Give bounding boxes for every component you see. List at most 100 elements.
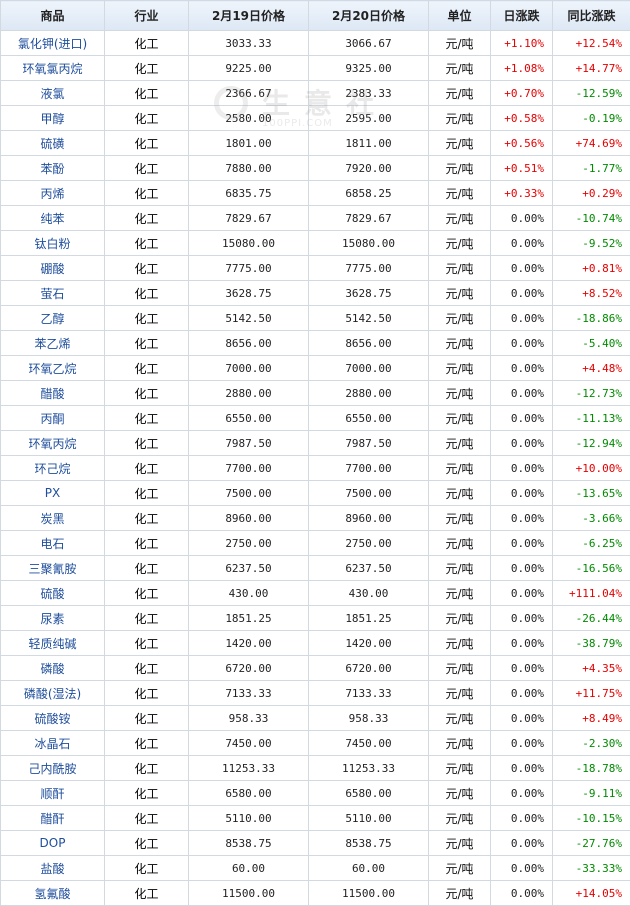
product-name[interactable]: 醋酸 — [0, 380, 105, 406]
price-feb20-cell: 8538.75 — [308, 830, 429, 856]
industry-cell: 化工 — [104, 255, 189, 281]
price-feb19-cell: 9225.00 — [188, 55, 309, 81]
daily-change-cell: 0.00% — [490, 330, 553, 356]
price-feb20-cell: 2880.00 — [308, 380, 429, 406]
product-name[interactable]: 轻质纯碱 — [0, 630, 105, 656]
table-row: 醋酸 化工 2880.00 2880.00 元/吨 0.00% -12.73% — [0, 380, 630, 406]
product-name[interactable]: 环氧氯丙烷 — [0, 55, 105, 81]
product-name[interactable]: 顺酐 — [0, 780, 105, 806]
industry-cell: 化工 — [104, 80, 189, 106]
product-name[interactable]: 丙烯 — [0, 180, 105, 206]
header-row: 商品 行业 2月19日价格 2月20日价格 单位 日涨跌 同比涨跌 — [0, 0, 630, 31]
product-name[interactable]: 甲醇 — [0, 105, 105, 131]
unit-cell: 元/吨 — [428, 30, 491, 56]
yoy-change-cell: -13.65% — [552, 480, 630, 506]
unit-cell: 元/吨 — [428, 130, 491, 156]
daily-change-cell: 0.00% — [490, 255, 553, 281]
yoy-change-cell: +8.52% — [552, 280, 630, 306]
yoy-change-cell: -2.30% — [552, 730, 630, 756]
daily-change-cell: 0.00% — [490, 280, 553, 306]
industry-cell: 化工 — [104, 605, 189, 631]
product-name[interactable]: 硫磺 — [0, 130, 105, 156]
price-feb19-cell: 5142.50 — [188, 305, 309, 331]
product-name[interactable]: 炭黑 — [0, 505, 105, 531]
product-name[interactable]: 氢氟酸 — [0, 880, 105, 906]
product-name[interactable]: 氯化钾(进口) — [0, 30, 105, 56]
table-row: 环氧乙烷 化工 7000.00 7000.00 元/吨 0.00% +4.48% — [0, 355, 630, 381]
product-name[interactable]: 冰晶石 — [0, 730, 105, 756]
price-feb20-cell: 6580.00 — [308, 780, 429, 806]
price-feb20-cell: 3628.75 — [308, 280, 429, 306]
daily-change-cell: 0.00% — [490, 755, 553, 781]
product-name[interactable]: 丙酮 — [0, 405, 105, 431]
table-row: 氢氟酸 化工 11500.00 11500.00 元/吨 0.00% +14.05% — [0, 880, 630, 906]
industry-cell: 化工 — [104, 30, 189, 56]
product-name[interactable]: 液氯 — [0, 80, 105, 106]
product-name[interactable]: 尿素 — [0, 605, 105, 631]
price-feb19-cell: 2750.00 — [188, 530, 309, 556]
table-row: 氯化钾(进口) 化工 3033.33 3066.67 元/吨 +1.10% +12.54% — [0, 30, 630, 56]
product-name[interactable]: 钛白粉 — [0, 230, 105, 256]
price-feb20-cell: 1420.00 — [308, 630, 429, 656]
price-feb19-cell: 7500.00 — [188, 480, 309, 506]
table-row: 冰晶石 化工 7450.00 7450.00 元/吨 0.00% -2.30% — [0, 730, 630, 756]
product-name[interactable]: 硼酸 — [0, 255, 105, 281]
price-feb20-cell: 60.00 — [308, 855, 429, 881]
unit-cell: 元/吨 — [428, 305, 491, 331]
product-name[interactable]: 电石 — [0, 530, 105, 556]
industry-cell: 化工 — [104, 630, 189, 656]
table-row: DOP 化工 8538.75 8538.75 元/吨 0.00% -27.76% — [0, 830, 630, 856]
table-row: 硫酸铵 化工 958.33 958.33 元/吨 0.00% +8.49% — [0, 705, 630, 731]
product-name[interactable]: 环氧乙烷 — [0, 355, 105, 381]
industry-cell: 化工 — [104, 655, 189, 681]
yoy-change-cell: -10.74% — [552, 205, 630, 231]
industry-cell: 化工 — [104, 455, 189, 481]
price-feb20-cell: 7987.50 — [308, 430, 429, 456]
product-name[interactable]: 己内酰胺 — [0, 755, 105, 781]
unit-cell: 元/吨 — [428, 155, 491, 181]
product-name[interactable]: 乙醇 — [0, 305, 105, 331]
product-name[interactable]: 苯乙烯 — [0, 330, 105, 356]
header-product: 商品 — [0, 0, 105, 31]
product-name[interactable]: 环己烷 — [0, 455, 105, 481]
daily-change-cell: +0.51% — [490, 155, 553, 181]
product-name[interactable]: 三聚氰胺 — [0, 555, 105, 581]
product-name[interactable]: 硫酸 — [0, 580, 105, 606]
daily-change-cell: 0.00% — [490, 680, 553, 706]
industry-cell: 化工 — [104, 730, 189, 756]
price-feb19-cell: 5110.00 — [188, 805, 309, 831]
product-name[interactable]: 环氧丙烷 — [0, 430, 105, 456]
unit-cell: 元/吨 — [428, 480, 491, 506]
table-body: 氯化钾(进口) 化工 3033.33 3066.67 元/吨 +1.10% +12.54% 环… — [0, 30, 630, 906]
product-name[interactable]: 萤石 — [0, 280, 105, 306]
product-name[interactable]: DOP — [0, 830, 105, 856]
product-name[interactable]: 盐酸 — [0, 855, 105, 881]
price-feb20-cell: 2595.00 — [308, 105, 429, 131]
yoy-change-cell: -26.44% — [552, 605, 630, 631]
table-row: 顺酐 化工 6580.00 6580.00 元/吨 0.00% -9.11% — [0, 780, 630, 806]
daily-change-cell: 0.00% — [490, 605, 553, 631]
daily-change-cell: 0.00% — [490, 530, 553, 556]
price-feb20-cell: 8656.00 — [308, 330, 429, 356]
yoy-change-cell: +111.04% — [552, 580, 630, 606]
table-row: 硫酸 化工 430.00 430.00 元/吨 0.00% +111.04% — [0, 580, 630, 606]
product-name[interactable]: 苯酚 — [0, 155, 105, 181]
product-name[interactable]: 硫酸铵 — [0, 705, 105, 731]
daily-change-cell: 0.00% — [490, 805, 553, 831]
daily-change-cell: 0.00% — [490, 405, 553, 431]
product-name[interactable]: 磷酸(湿法) — [0, 680, 105, 706]
table-row: 丙酮 化工 6550.00 6550.00 元/吨 0.00% -11.13% — [0, 405, 630, 431]
price-feb19-cell: 2366.67 — [188, 80, 309, 106]
table-row: 钛白粉 化工 15080.00 15080.00 元/吨 0.00% -9.52% — [0, 230, 630, 256]
product-name[interactable]: 磷酸 — [0, 655, 105, 681]
daily-change-cell: 0.00% — [490, 655, 553, 681]
yoy-change-cell: -33.33% — [552, 855, 630, 881]
yoy-change-cell: -10.15% — [552, 805, 630, 831]
price-feb19-cell: 8960.00 — [188, 505, 309, 531]
product-name[interactable]: 醋酐 — [0, 805, 105, 831]
product-name[interactable]: 纯苯 — [0, 205, 105, 231]
price-feb19-cell: 7000.00 — [188, 355, 309, 381]
product-name[interactable]: PX — [0, 480, 105, 506]
industry-cell: 化工 — [104, 330, 189, 356]
price-feb20-cell: 6550.00 — [308, 405, 429, 431]
